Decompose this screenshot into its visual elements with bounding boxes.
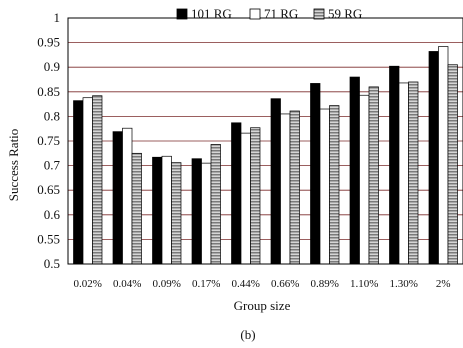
bar-101-rg [349,76,360,265]
y-tick-label: 0.95 [37,35,60,50]
x-tick-label: 0.89% [311,278,339,290]
bar-101-rg [231,122,242,265]
bar-59-rg [250,127,261,265]
bar-59-rg [171,162,182,265]
x-tick-label: 0.09% [153,278,181,290]
y-tick-label: 0.75 [37,133,60,148]
legend-swatch [313,8,325,20]
bar-71-rg [161,155,172,265]
legend-label: 101 RG [191,6,232,21]
bar-71-rg [240,132,251,265]
legend: 101 RG 71 RG 59 RG [176,6,362,21]
bar-101-rg [73,100,84,265]
y-tick-label: 0.9 [44,59,60,74]
bars [73,46,458,265]
bar-101-rg [191,158,202,265]
bar-59-rg [92,95,103,265]
bar-59-rg [131,152,142,265]
bar-59-rg [368,86,379,265]
x-tick-label: 0.66% [271,278,299,290]
bar-101-rg [152,156,163,265]
legend-swatch [249,8,261,20]
bar-59-rg [210,144,221,265]
y-tick-label: 0.8 [44,108,60,123]
x-tick-labels: 0.02% 0.04% 0.09% 0.17% 0.44% 0.66% 0.89% 1.10%… [74,278,451,290]
bar-59-rg [447,64,458,265]
bar-101-rg [270,98,281,265]
x-tick-label: 2% [436,278,451,290]
legend-label: 59 RG [328,6,362,21]
bar-71-rg [82,97,93,265]
y-tick-labels: 0.5 0.55 0.6 0.65 0.7 0.75 0.8 0.85 0.9 0.95 1 [37,10,60,271]
y-tick-label: 0.85 [37,84,60,99]
bar-101-rg [112,131,123,265]
bar-71-rg [359,94,370,265]
legend-label: 71 RG [264,6,298,21]
plot-frame [67,17,463,265]
y-axis-label: Success Ratio [6,129,21,202]
bar-71-rg [122,127,133,265]
y-tick-label: 0.6 [44,207,61,222]
y-tick-label: 1 [54,10,61,25]
bar-101-rg [389,65,400,265]
bar-59-rg [289,110,300,265]
x-tick-label: 0.17% [192,278,220,290]
y-tick-label: 0.7 [44,158,61,173]
bar-59-rg [408,81,419,265]
bar-71-rg [438,46,449,265]
bar-101-rg [310,83,321,265]
x-tick-label: 1.10% [350,278,378,290]
x-axis-label: Group size [234,298,291,313]
bar-101-rg [428,51,439,265]
y-tick-label: 0.55 [37,231,60,246]
bar-71-rg [201,162,212,265]
figure-caption: (b) [240,327,255,342]
x-tick-label: 0.44% [232,278,260,290]
x-tick-label: 1.30% [390,278,418,290]
bar-59-rg [329,105,340,265]
legend-swatch [176,8,188,20]
bar-71-rg [280,113,291,265]
bar-71-rg [319,108,330,265]
x-tick-label: 0.04% [113,278,141,290]
y-tick-label: 0.65 [37,182,60,197]
bar-71-rg [398,82,409,265]
y-tick-label: 0.5 [44,256,60,271]
x-tick-label: 0.02% [74,278,102,290]
